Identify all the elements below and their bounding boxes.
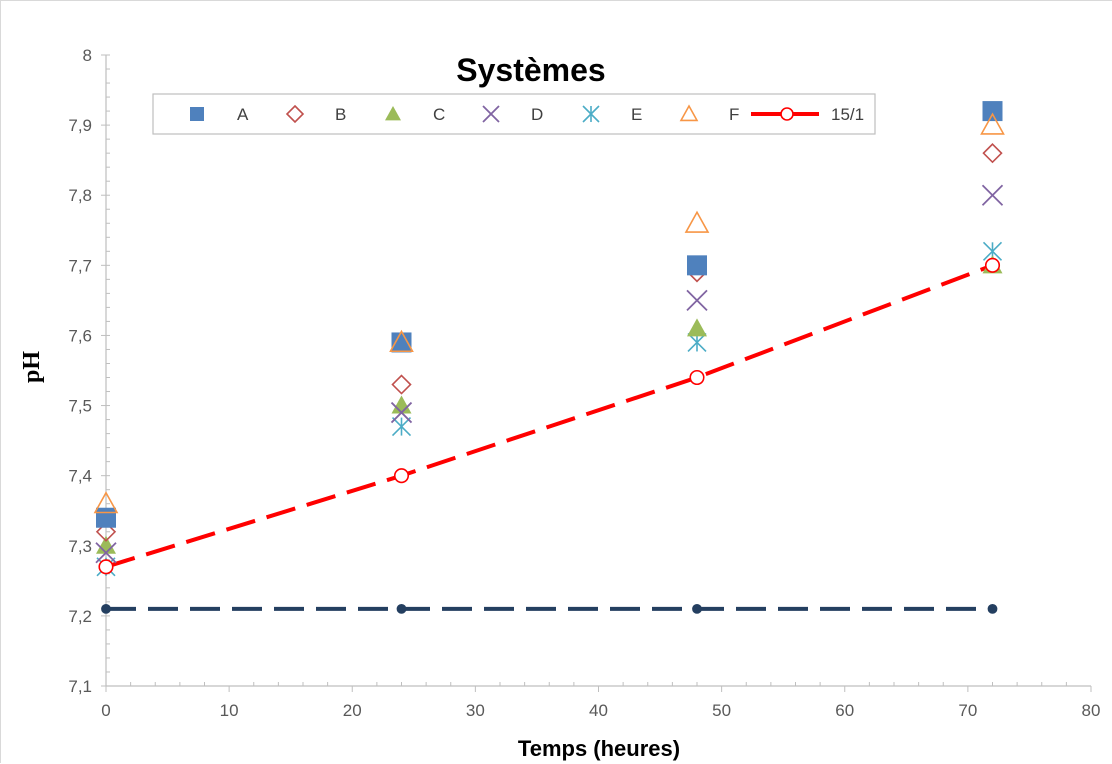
legend-marker: [780, 107, 794, 121]
point-series-7: [987, 603, 998, 614]
point-series-0: [982, 101, 1003, 122]
y-tick-label: 7,1: [68, 677, 92, 696]
x-tick-label: 30: [466, 701, 485, 720]
point-series-5: [684, 210, 710, 233]
point-series-3: [686, 289, 708, 312]
y-tick-label: 7,4: [68, 467, 92, 486]
point-series-0: [96, 507, 116, 528]
y-tick-label: 7,7: [68, 256, 92, 275]
y-tick-label: 7,9: [68, 116, 92, 135]
x-tick-label: 80: [1082, 701, 1101, 720]
legend-item-3: D: [482, 105, 543, 124]
point-series-7: [101, 603, 111, 614]
legend-item-1: B: [285, 104, 346, 124]
legend-item-6: 15/1: [751, 105, 864, 124]
legend-marker: [679, 104, 699, 122]
point-series-5: [93, 491, 119, 514]
point-series-1: [982, 143, 1003, 164]
point-series-3: [390, 401, 413, 424]
y-tick-label: 7,3: [68, 537, 92, 556]
legend-item-2: C: [385, 105, 445, 124]
legend: A B C D E F 15/1: [190, 104, 864, 124]
legend-marker: [190, 107, 204, 121]
point-series-5: [980, 112, 1005, 135]
point-series-1: [95, 521, 117, 542]
y-tick-label: 7,5: [68, 397, 92, 416]
y-tick-label: 7,6: [68, 326, 92, 345]
point-series-7: [692, 603, 702, 614]
point-series-6: [393, 468, 410, 484]
legend-label: C: [433, 105, 445, 124]
x-tick-label: 20: [343, 701, 362, 720]
plot-area: [93, 101, 1005, 614]
x-tick-label: 10: [220, 701, 239, 720]
y-tick-label: 8: [83, 46, 92, 65]
legend-item-0: A: [190, 105, 249, 124]
legend-marker: [385, 106, 401, 121]
point-series-2: [687, 318, 707, 337]
point-series-0: [687, 255, 707, 276]
point-series-3: [981, 184, 1004, 206]
legend-marker: [482, 105, 500, 123]
point-series-7: [396, 603, 407, 614]
legend-item-4: E: [582, 105, 642, 124]
legend-label: F: [729, 105, 739, 124]
legend-label: 15/1: [831, 105, 864, 124]
point-series-1: [391, 374, 412, 395]
legend-marker: [582, 105, 600, 123]
point-series-3: [95, 542, 117, 564]
point-series-6: [984, 257, 1001, 273]
y-tick-label: 7,2: [68, 607, 92, 626]
y-axis-title: pH: [19, 351, 45, 383]
point-series-0: [391, 332, 412, 353]
x-tick-label: 60: [835, 701, 854, 720]
point-series-4: [687, 332, 707, 353]
chart-title: Systèmes: [456, 52, 605, 88]
series-line-6: [105, 263, 994, 569]
x-axis-title: Temps (heures): [518, 736, 680, 761]
point-series-2: [391, 395, 412, 414]
legend-label: E: [631, 105, 642, 124]
x-tick-label: 40: [589, 701, 608, 720]
y-tick-label: 7,8: [68, 186, 92, 205]
legend-marker: [285, 104, 305, 124]
legend-label: D: [531, 105, 543, 124]
legend-label: B: [335, 105, 346, 124]
axes: 7,17,27,37,47,57,67,77,87,980 10 20 30 40 50 6…: [68, 46, 1100, 720]
legend-label: A: [237, 105, 249, 124]
point-series-4: [391, 417, 412, 437]
x-tick-label: 50: [712, 701, 731, 720]
x-tick-label: 0: [101, 701, 110, 720]
x-tick-label: 70: [958, 701, 977, 720]
point-series-6: [98, 559, 114, 575]
point-series-5: [389, 329, 414, 353]
legend-item-5: F: [679, 104, 739, 124]
point-series-2: [96, 535, 116, 554]
point-series-6: [689, 369, 705, 386]
